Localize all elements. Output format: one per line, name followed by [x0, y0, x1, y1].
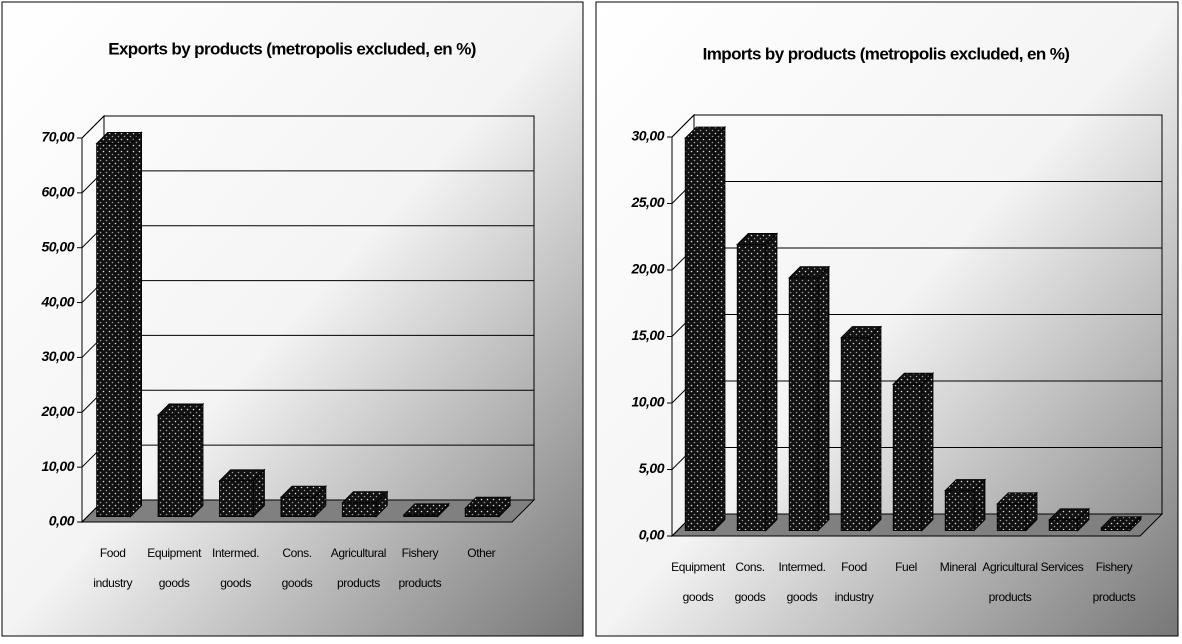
x-tick-label: Intermed. goods: [778, 560, 825, 604]
y-tick-label: 30,00: [631, 128, 664, 144]
bar: [840, 337, 871, 531]
x-tick-label: Agricultural products: [982, 560, 1037, 604]
x-tick-line: Food: [100, 546, 126, 560]
x-tick-line: Mineral: [940, 560, 977, 574]
grid-line: [671, 114, 695, 138]
y-tick-label: 20,00: [630, 261, 664, 277]
bar-side: [713, 125, 726, 532]
grid-line: [81, 115, 105, 139]
y-tick-label: 30,00: [41, 348, 74, 364]
y-tick-label: 15,00: [631, 327, 664, 343]
bar: [464, 507, 500, 517]
x-tick-label: Cons. goods: [735, 560, 766, 604]
bar-side: [130, 131, 142, 518]
x-tick-line: Intermed.: [778, 560, 825, 574]
x-tick-line: Cons.: [282, 546, 311, 560]
x-tick-label: Food industry: [93, 546, 132, 590]
x-tick-line: goods: [787, 590, 818, 604]
x-tick-line: Equipment: [671, 560, 726, 574]
chart-title: Imports by products (metropolis excluded…: [703, 44, 1070, 63]
x-tick-line: Equipment: [147, 546, 202, 560]
bar: [944, 490, 975, 532]
x-tick-label: Other: [467, 546, 495, 560]
x-tick-line: Agricultural: [982, 560, 1037, 574]
x-tick-line: goods: [282, 576, 313, 590]
y-tick-label: 0,00: [639, 527, 665, 543]
x-tick-line: goods: [735, 590, 766, 604]
bar-side: [869, 325, 882, 532]
bar-side: [191, 402, 204, 518]
x-tick-line: Other: [467, 546, 495, 560]
x-tick-label: Fuel: [895, 560, 917, 574]
x-tick-line: Cons.: [735, 560, 764, 574]
y-tick-label: 10,00: [631, 394, 664, 410]
x-tick-line: goods: [159, 576, 190, 590]
x-tick-label: Fishery products: [1093, 560, 1136, 604]
y-tick-label: 5,00: [639, 460, 665, 476]
bar: [341, 502, 377, 517]
bar: [219, 480, 254, 518]
y-tick-label: 70,00: [41, 129, 74, 145]
x-tick-line: products: [398, 576, 441, 590]
x-tick-label: Intermed. goods: [212, 546, 259, 590]
x-tick-line: Fishery: [402, 546, 439, 560]
y-tick-label: 50,00: [41, 238, 74, 254]
bar: [1100, 527, 1131, 532]
bar: [788, 277, 819, 531]
x-tick-label: Equipment goods: [671, 560, 726, 604]
x-tick-line: products: [337, 576, 380, 590]
x-tick-line: goods: [220, 576, 251, 590]
y-tick-label: 0,00: [49, 513, 75, 529]
x-tick-line: products: [1093, 590, 1136, 604]
x-tick-label: Agricultural products: [331, 546, 386, 590]
y-tick-label: 40,00: [40, 293, 74, 309]
bar: [403, 514, 439, 518]
x-tick-line: Intermed.: [212, 546, 259, 560]
bar: [157, 414, 193, 517]
bar: [684, 137, 715, 531]
bar: [736, 244, 767, 532]
y-tick-label: 10,00: [41, 458, 74, 474]
y-tick-label: 20,00: [40, 403, 74, 419]
bar-side: [765, 232, 778, 532]
x-tick-line: Food: [841, 560, 867, 574]
x-tick-line: goods: [683, 590, 714, 604]
x-tick-line: industry: [93, 576, 132, 590]
x-tick-line: Agricultural: [331, 546, 386, 560]
x-tick-label: Cons. goods: [282, 546, 313, 590]
x-tick-line: Services: [1041, 560, 1084, 574]
bar: [1048, 519, 1079, 531]
x-tick-line: products: [989, 590, 1032, 604]
bar: [280, 496, 316, 517]
x-tick-label: Services: [1041, 560, 1084, 574]
panel: [1, 1, 584, 637]
panel: [595, 1, 1179, 637]
bar: [996, 503, 1027, 531]
bar-side: [817, 265, 830, 532]
y-tick-label: 25,00: [630, 194, 664, 210]
x-tick-label: Equipment goods: [147, 546, 202, 590]
x-tick-line: Fishery: [1096, 560, 1133, 574]
x-tick-line: industry: [835, 590, 874, 604]
x-tick-line: Fuel: [895, 560, 917, 574]
x-tick-label: Fishery products: [398, 546, 441, 590]
bar-side: [921, 371, 934, 532]
chart-title: Exports by products (metropolis excluded…: [108, 39, 476, 58]
y-tick-label: 60,00: [41, 184, 74, 200]
bar: [892, 383, 923, 532]
x-tick-label: Food industry: [835, 560, 874, 604]
bar: [96, 142, 131, 517]
x-tick-label: Mineral: [940, 560, 977, 574]
